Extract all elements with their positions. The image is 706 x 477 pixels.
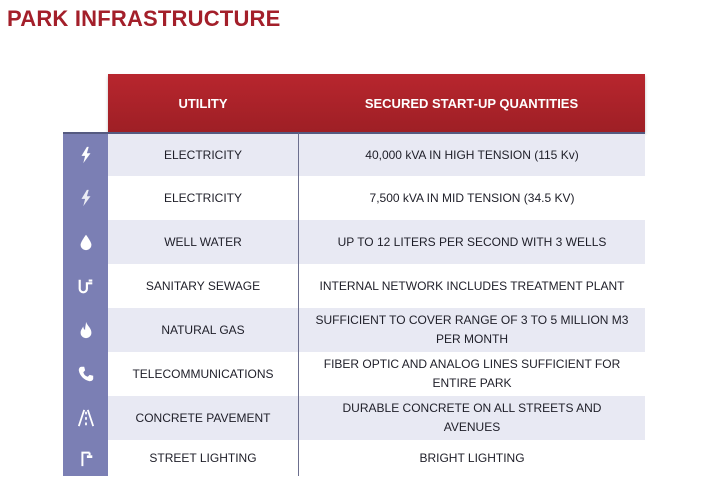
flame-icon — [63, 308, 108, 352]
quantity-cell: 7,500 kVA IN MID TENSION (34.5 KV) — [299, 176, 645, 220]
table-row: SANITARY SEWAGE INTERNAL NETWORK INCLUDE… — [63, 264, 645, 308]
lightning-icon — [63, 132, 108, 176]
utility-cell: NATURAL GAS — [108, 308, 299, 352]
table-row: ELECTRICITY 7,500 kVA IN MID TENSION (34… — [63, 176, 645, 220]
quantity-cell: DURABLE CONCRETE ON ALL STREETS AND AVEN… — [299, 396, 645, 440]
water-drop-icon — [63, 220, 108, 264]
pipe-icon — [63, 264, 108, 308]
lightning-icon — [63, 176, 108, 220]
utility-cell: TELECOMMUNICATIONS — [108, 352, 299, 396]
utility-cell: ELECTRICITY — [108, 132, 299, 176]
quantity-cell: UP TO 12 LITERS PER SECOND WITH 3 WELLS — [299, 220, 645, 264]
quantity-cell: FIBER OPTIC AND ANALOG LINES SUFFICIENT … — [299, 352, 645, 396]
table-row: TELECOMMUNICATIONS FIBER OPTIC AND ANALO… — [63, 352, 645, 396]
table-header: UTILITY SECURED START-UP QUANTITIES — [63, 74, 645, 132]
page-title: PARK INFRASTRUCTURE — [7, 6, 281, 31]
quantity-cell: INTERNAL NETWORK INCLUDES TREATMENT PLAN… — [299, 264, 645, 308]
infrastructure-table: UTILITY SECURED START-UP QUANTITIES ELEC… — [63, 74, 645, 476]
table-row: CONCRETE PAVEMENT DURABLE CONCRETE ON AL… — [63, 396, 645, 440]
table-row: STREET LIGHTING BRIGHT LIGHTING — [63, 440, 645, 476]
table-row: WELL WATER UP TO 12 LITERS PER SECOND WI… — [63, 220, 645, 264]
quantity-cell: 40,000 kVA IN HIGH TENSION (115 Kv) — [299, 132, 645, 176]
utility-cell: CONCRETE PAVEMENT — [108, 396, 299, 440]
road-icon — [63, 396, 108, 440]
utility-cell: WELL WATER — [108, 220, 299, 264]
quantity-cell: BRIGHT LIGHTING — [299, 440, 645, 476]
utility-cell: STREET LIGHTING — [108, 440, 299, 476]
quantity-cell: SUFFICIENT TO COVER RANGE OF 3 TO 5 MILL… — [299, 308, 645, 352]
header-icon-spacer — [63, 74, 108, 132]
utility-cell: ELECTRICITY — [108, 176, 299, 220]
header-bar: UTILITY SECURED START-UP QUANTITIES — [108, 74, 645, 132]
header-quantities: SECURED START-UP QUANTITIES — [364, 95, 579, 111]
table-row: NATURAL GAS SUFFICIENT TO COVER RANGE OF… — [63, 308, 645, 352]
phone-icon — [63, 352, 108, 396]
street-lamp-icon — [63, 440, 108, 476]
table-row: ELECTRICITY 40,000 kVA IN HIGH TENSION (… — [63, 132, 645, 176]
utility-cell: SANITARY SEWAGE — [108, 264, 299, 308]
header-utility: UTILITY — [178, 95, 228, 111]
